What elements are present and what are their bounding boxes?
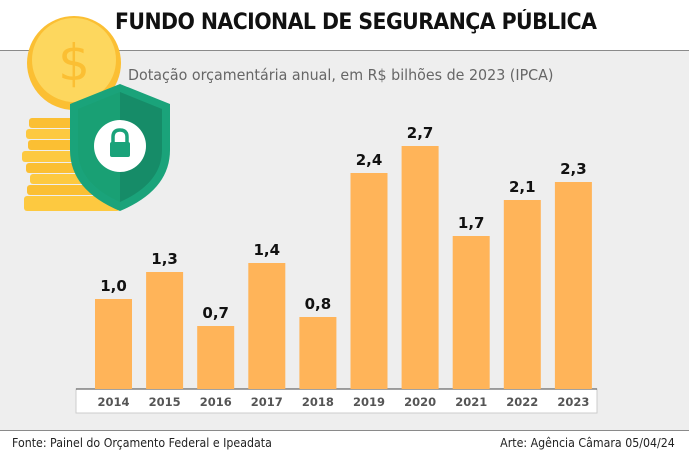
tick-label-2014: 2014 <box>97 395 129 409</box>
tick-label-2018: 2018 <box>302 395 334 409</box>
bar-2015 <box>146 272 184 389</box>
bar-2020 <box>401 146 439 389</box>
chart-subtitle: Dotação orçamentária anual, em R$ bilhõe… <box>128 66 554 84</box>
value-label-2021: 1,7 <box>458 214 485 232</box>
chart-title: FUNDO NACIONAL DE SEGURANÇA PÚBLICA <box>115 10 597 35</box>
bar-2014 <box>95 299 132 389</box>
value-label-2018: 0,8 <box>305 295 332 313</box>
tick-label-2023: 2023 <box>557 395 589 409</box>
bar-2017 <box>248 263 286 389</box>
value-label-2022: 2,1 <box>509 178 536 196</box>
x-axis-label-box <box>75 388 598 414</box>
tick-label-2016: 2016 <box>200 395 232 409</box>
tick-labels: 2014 2015 2016 2017 2018 2019 2020 2021 2022 2023 <box>97 395 589 409</box>
value-label-2014: 1,0 <box>100 277 127 295</box>
coin-dollar-icon: $ <box>27 16 121 110</box>
bars <box>95 146 592 389</box>
security-money-illustration: $ <box>22 16 170 211</box>
svg-text:$: $ <box>58 34 90 92</box>
tick-label-2021: 2021 <box>455 395 487 409</box>
bar-2022 <box>503 200 541 389</box>
bar-2023 <box>554 182 592 389</box>
value-label-2017: 1,4 <box>254 241 281 259</box>
tick-label-2020: 2020 <box>404 395 436 409</box>
source-note: Fonte: Painel do Orçamento Federal e Ipe… <box>12 436 272 450</box>
tick-label-2022: 2022 <box>506 395 538 409</box>
value-label-2016: 0,7 <box>202 304 229 322</box>
bar-2018 <box>299 317 337 389</box>
bar-2021 <box>452 236 490 389</box>
value-label-2015: 1,3 <box>151 250 178 268</box>
value-labels: 1,0 1,3 0,7 1,4 0,8 2,4 2,7 1,7 2,1 2,3 <box>100 124 586 322</box>
tick-label-2017: 2017 <box>251 395 283 409</box>
value-label-2023: 2,3 <box>560 160 587 178</box>
value-label-2019: 2,4 <box>356 151 383 169</box>
bar-2019 <box>350 173 388 389</box>
security-shield-lock-icon <box>70 84 170 211</box>
value-label-2020: 2,7 <box>407 124 434 142</box>
bar-2016 <box>197 326 235 389</box>
tick-label-2019: 2019 <box>353 395 385 409</box>
tick-label-2015: 2015 <box>149 395 181 409</box>
credit-note: Arte: Agência Câmara 05/04/24 <box>500 436 675 450</box>
